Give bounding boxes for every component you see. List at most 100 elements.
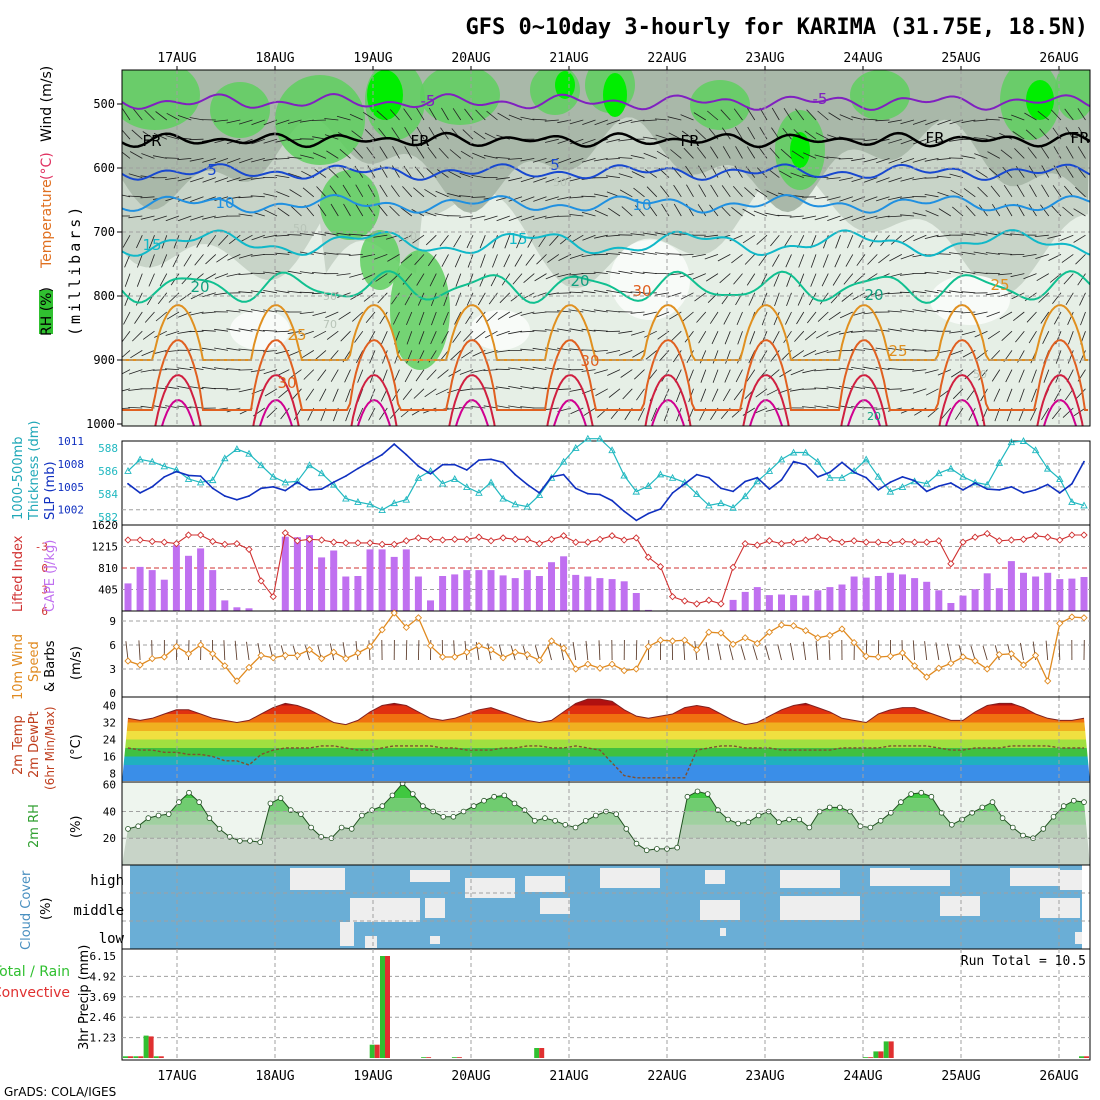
- li-point-3: [160, 538, 168, 546]
- cape-ylabel-li: Lifted Index: [11, 535, 26, 612]
- contour-label-28: 70: [323, 318, 337, 331]
- wind-point-1: [136, 661, 144, 669]
- upper-barb-125: [201, 366, 216, 370]
- upper-barb-1250: [1077, 146, 1086, 159]
- precip-conv-bar-2: [148, 1036, 154, 1058]
- temp-band-0: [122, 765, 1090, 781]
- contour-label-26: 50: [323, 290, 337, 303]
- upper-barb-578: [557, 158, 572, 164]
- cape-bar-51: [741, 591, 749, 611]
- upper-barb-981: [863, 215, 878, 221]
- cloud-start-blank: [122, 865, 130, 949]
- upper-barb-416: [441, 107, 449, 121]
- slp-point-51: [744, 480, 747, 483]
- cape-bar-24: [414, 576, 422, 611]
- date-top-6: 23AUG: [745, 51, 784, 66]
- upper-barb-740: [686, 184, 694, 198]
- upper-barb-385: [416, 126, 425, 140]
- upper-barb-496: [497, 112, 510, 121]
- upper-barb-351: [379, 407, 388, 420]
- upper-barb-1062: [924, 234, 939, 239]
- upper-barb-999: [878, 254, 890, 264]
- rh-point-48: [613, 811, 619, 817]
- upper-barb-211: [275, 175, 290, 178]
- upper-barb-406: [425, 234, 437, 246]
- rh-point-81: [948, 821, 955, 828]
- slp-point-6: [199, 475, 202, 477]
- wind-point-58: [826, 631, 834, 640]
- upper-barb-997: [875, 215, 890, 219]
- rh-point-62: [755, 812, 762, 819]
- upper-barb-165: [238, 213, 253, 217]
- upper-barb-467: [471, 175, 486, 178]
- temp-band-2: [122, 748, 1090, 757]
- rh-point-92: [1060, 803, 1067, 809]
- cape-bar-40: [608, 579, 616, 611]
- upper-barb-40: [148, 273, 155, 287]
- cape-bar-9: [233, 607, 241, 611]
- rh-point-29: [420, 803, 426, 809]
- cape-bar-76: [1044, 572, 1052, 611]
- upper-barb-692: [646, 186, 658, 198]
- tick-label-3: 800: [93, 289, 115, 303]
- wind-barb-49: [717, 643, 722, 661]
- upper-barb-585: [556, 292, 572, 294]
- upper-barb-1179: [1015, 330, 1025, 343]
- contour-30: [122, 338, 1088, 411]
- rh-tick-0: 60: [103, 779, 116, 792]
- slp-point-50: [732, 490, 734, 493]
- upper-barb-1202: [1040, 146, 1050, 159]
- precip-axis: 6.154.923.692.461.23: [90, 950, 117, 1045]
- upper-barb-248: [299, 271, 314, 274]
- upper-barb-1106: [961, 155, 976, 159]
- upper-barb-525: [508, 367, 523, 370]
- li-point-24: [414, 534, 423, 542]
- upper-barb-636: [593, 350, 608, 352]
- upper-barb-1181: [1018, 369, 1025, 383]
- wind-barb-74: [1019, 642, 1024, 661]
- upper-barb-759: [691, 254, 706, 258]
- thickness-point-73: [1007, 438, 1016, 446]
- upper-barb-60: [153, 350, 167, 355]
- li-point-39: [596, 535, 604, 543]
- cloud-level-low: low: [99, 931, 125, 947]
- upper-barb-606: [569, 388, 584, 392]
- rh-moist-11: [1055, 70, 1090, 120]
- upper-barb-637: [594, 369, 608, 374]
- upper-barb-343: [374, 254, 388, 260]
- upper-barb-426: [442, 311, 449, 326]
- upper-barb-933: [827, 215, 841, 221]
- upper-barb-1021: [887, 367, 902, 370]
- wind-point-20: [366, 642, 374, 651]
- upper-barb-766: [700, 388, 707, 402]
- upper-barb-59: [154, 330, 167, 338]
- upper-barb-1089: [949, 138, 964, 142]
- upper-barb-544: [532, 118, 547, 121]
- upper-barb-854: [770, 234, 780, 247]
- cape-bar-26: [439, 576, 447, 611]
- upper-barb-667: [618, 330, 633, 334]
- lifted-index-line: [124, 529, 1088, 608]
- upper-barb-869: [777, 214, 792, 217]
- upper-barb-87: [183, 254, 192, 267]
- wind-point-52: [753, 639, 761, 648]
- rh-point-21: [338, 824, 345, 831]
- slp-point-76: [1046, 483, 1049, 486]
- cloud-end-blank: [1082, 865, 1090, 949]
- wind-point-26: [438, 653, 447, 661]
- precip-conv-bar-24: [374, 1044, 380, 1058]
- upper-barb-532: [520, 196, 535, 202]
- upper-barb-314: [352, 311, 364, 322]
- upper-barb-1143: [985, 252, 1000, 255]
- upper-barb-449: [462, 129, 474, 140]
- cape-bar-38: [584, 576, 592, 611]
- upper-barb-995: [876, 177, 890, 183]
- upper-barb-8: [124, 273, 131, 287]
- upper-barb-429: [437, 369, 449, 379]
- wind-point-6: [196, 641, 205, 649]
- upper-barb-106: [189, 311, 204, 316]
- rh-point-86: [999, 815, 1006, 821]
- upper-barb-600: [569, 273, 584, 276]
- upper-barb-340: [379, 184, 388, 198]
- temp-band-4: [122, 731, 1090, 740]
